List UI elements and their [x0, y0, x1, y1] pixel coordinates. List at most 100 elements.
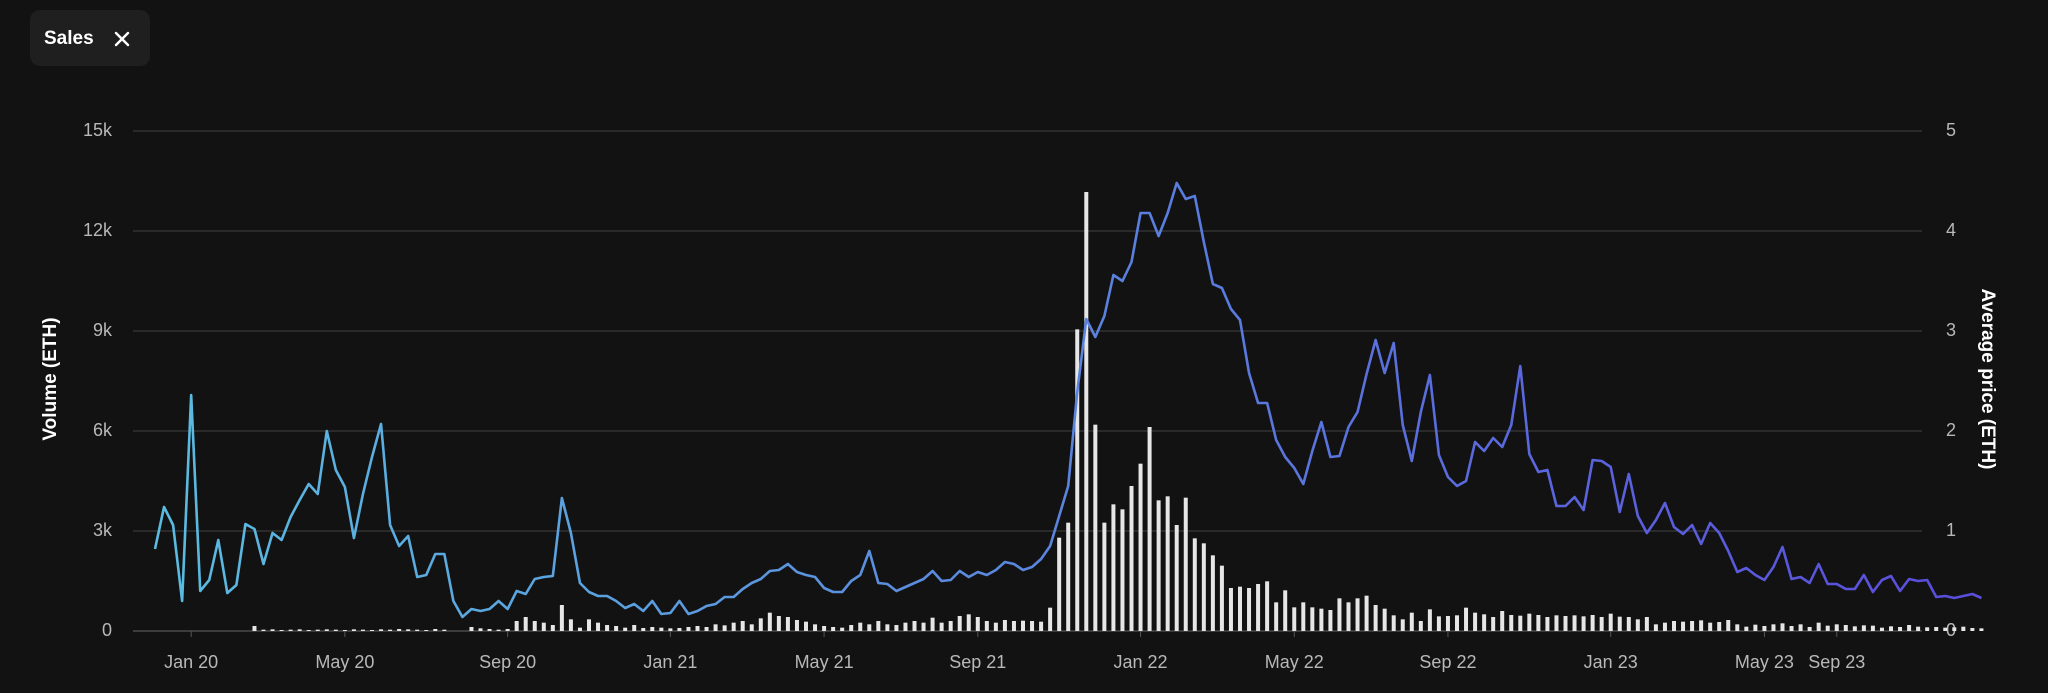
volume-bar	[1527, 613, 1532, 631]
volume-bar	[840, 627, 845, 631]
volume-bar	[1165, 496, 1170, 631]
volume-bar	[1427, 609, 1432, 631]
volume-bar	[1174, 525, 1179, 631]
volume-bar	[261, 629, 266, 631]
volume-bar	[1400, 619, 1405, 631]
volume-bar	[1111, 504, 1116, 631]
volume-bar	[1798, 624, 1803, 631]
volume-bar	[1970, 628, 1975, 631]
y-tick-label: 9k	[93, 320, 113, 340]
volume-bar	[1039, 621, 1044, 631]
volume-bar	[831, 627, 836, 631]
volume-bar	[370, 630, 374, 631]
volume-bar	[975, 617, 980, 631]
volume-bar	[1898, 627, 1903, 631]
volume-bar	[614, 626, 619, 631]
volume-bar	[1346, 602, 1351, 631]
volume-bar	[695, 626, 700, 631]
volume-bar	[1011, 621, 1016, 631]
volume-bar	[1418, 621, 1423, 631]
volume-bar	[668, 628, 673, 631]
volume-bar	[903, 622, 908, 631]
volume-bar	[297, 629, 302, 631]
volume-bar	[948, 621, 953, 631]
volume-bar	[930, 617, 935, 631]
volume-bar	[351, 629, 356, 631]
volume-bar	[641, 628, 646, 631]
volume-bar	[849, 625, 854, 631]
volume-bar	[858, 622, 863, 631]
volume-bar	[388, 629, 393, 631]
volume-bar	[1084, 192, 1089, 631]
volume-bar	[1617, 616, 1622, 631]
volume-bar	[912, 621, 917, 631]
volume-bar	[867, 624, 872, 631]
volume-bar	[1292, 607, 1297, 631]
volume-bar	[541, 622, 546, 631]
volume-bar	[993, 622, 998, 631]
volume-bar	[1744, 626, 1749, 631]
volume-bar	[1473, 612, 1478, 631]
volume-bar	[514, 621, 519, 631]
volume-bar	[1952, 627, 1957, 631]
volume-bar	[1210, 555, 1215, 631]
volume-bar	[1961, 626, 1966, 631]
volume-bar	[324, 629, 329, 631]
volume-bar	[966, 614, 971, 631]
volume-bar	[306, 630, 311, 631]
chip-close-icon[interactable]	[114, 31, 130, 47]
volume-bar	[559, 605, 564, 631]
volume-bar	[1771, 624, 1776, 631]
volume-bar	[1156, 500, 1161, 631]
volume-bar	[1364, 595, 1369, 631]
volume-bar	[577, 627, 582, 631]
volume-bar	[1807, 627, 1812, 631]
volume-bar	[532, 621, 537, 631]
volume-bar	[1979, 628, 1984, 631]
y2-tick-label: 5	[1946, 120, 1956, 140]
volume-bar	[379, 629, 384, 631]
y-tick-label: 15k	[83, 120, 113, 140]
volume-bar	[1753, 624, 1758, 631]
filter-chip[interactable]: Sales	[30, 10, 150, 66]
y2-tick-label: 0	[1946, 620, 1956, 640]
y-tick-label: 3k	[93, 520, 113, 540]
chip-background	[30, 10, 150, 66]
volume-bar	[1690, 621, 1695, 631]
volume-bar	[1536, 615, 1541, 631]
volume-bar	[333, 629, 338, 631]
volume-bar	[1319, 608, 1324, 631]
price-line	[153, 181, 1982, 619]
volume-bar	[1581, 616, 1586, 631]
volume-bar	[731, 622, 736, 631]
volume-bar	[1852, 626, 1857, 631]
volume-bar	[523, 617, 528, 631]
volume-bar	[1102, 522, 1107, 631]
volume-bar	[659, 627, 664, 631]
volume-bar	[1934, 627, 1939, 631]
y2-tick-label: 3	[1946, 320, 1956, 340]
volume-bar	[1889, 626, 1893, 631]
volume-bar	[252, 626, 257, 631]
volume-bar	[1572, 615, 1577, 631]
x-tick-label: May 21	[795, 652, 854, 672]
volume-bar	[1500, 611, 1505, 631]
volume-bar	[1599, 617, 1604, 631]
volume-bar	[1509, 615, 1514, 631]
volume-bar	[1066, 522, 1071, 631]
volume-bar	[1681, 621, 1686, 631]
chip-label: Sales	[44, 28, 94, 49]
volume-bar	[442, 629, 447, 631]
volume-bar	[740, 621, 745, 631]
volume-bar	[1021, 620, 1025, 631]
volume-bar	[1626, 617, 1631, 631]
volume-bar	[1445, 616, 1450, 631]
volume-bar	[623, 627, 628, 631]
volume-bar	[1355, 598, 1360, 631]
y-tick-label: 0	[102, 620, 112, 640]
volume-bar	[1274, 602, 1279, 631]
volume-bar	[1563, 616, 1568, 631]
volume-bar	[822, 626, 827, 631]
